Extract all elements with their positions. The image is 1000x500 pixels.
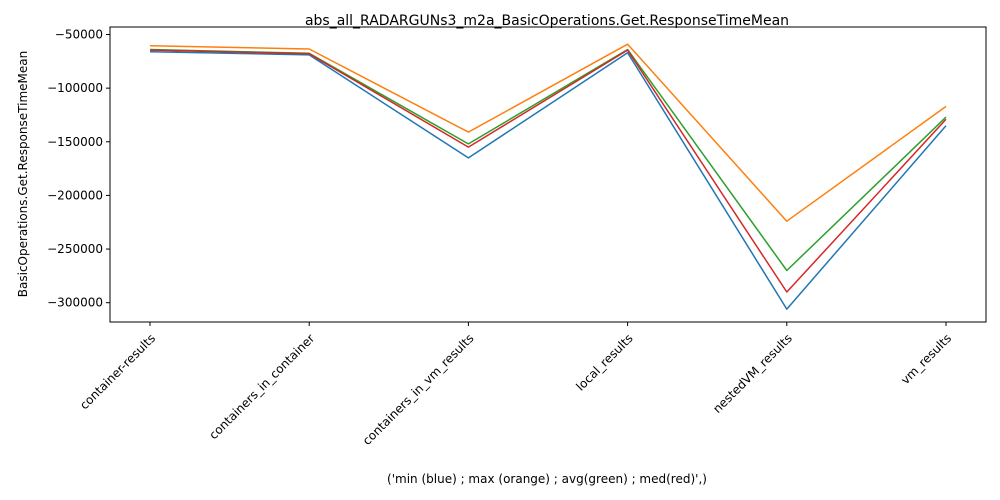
series-line-1: [149, 43, 947, 222]
series-line-2: [149, 48, 947, 272]
x-tick-label: local_results: [573, 331, 635, 393]
series-line-3: [149, 49, 947, 293]
series-layer: [149, 43, 947, 310]
chart-title: abs_all_RADARGUNs3_m2a_BasicOperations.G…: [305, 13, 789, 29]
x-axis: container-results containers_in_container…: [77, 322, 954, 448]
y-axis-label: BasicOperations.Get.ResponseTimeMean: [16, 51, 30, 297]
y-axis: −300000 −250000 −200000 −150000 −100000 −5000…: [47, 28, 110, 310]
x-axis-label: ('min (blue) ; max (orange) ; avg(green)…: [387, 472, 707, 486]
y-tick-label: −250000: [47, 242, 103, 256]
y-tick-label: −300000: [47, 296, 103, 310]
x-tick-label: containers_in_vm_results: [360, 331, 477, 448]
x-tick-label: containers_in_container: [206, 331, 317, 442]
y-tick-label: −150000: [47, 135, 103, 149]
x-tick-label: vm_results: [898, 331, 954, 387]
y-tick-label: −50000: [55, 28, 103, 42]
series-line-0: [149, 50, 947, 310]
x-tick-label: nestedVM_results: [710, 331, 795, 416]
plot-frame: [109, 26, 987, 323]
x-tick-label: container-results: [77, 331, 158, 412]
y-tick-label: −100000: [47, 81, 103, 95]
y-tick-label: −200000: [47, 188, 103, 202]
